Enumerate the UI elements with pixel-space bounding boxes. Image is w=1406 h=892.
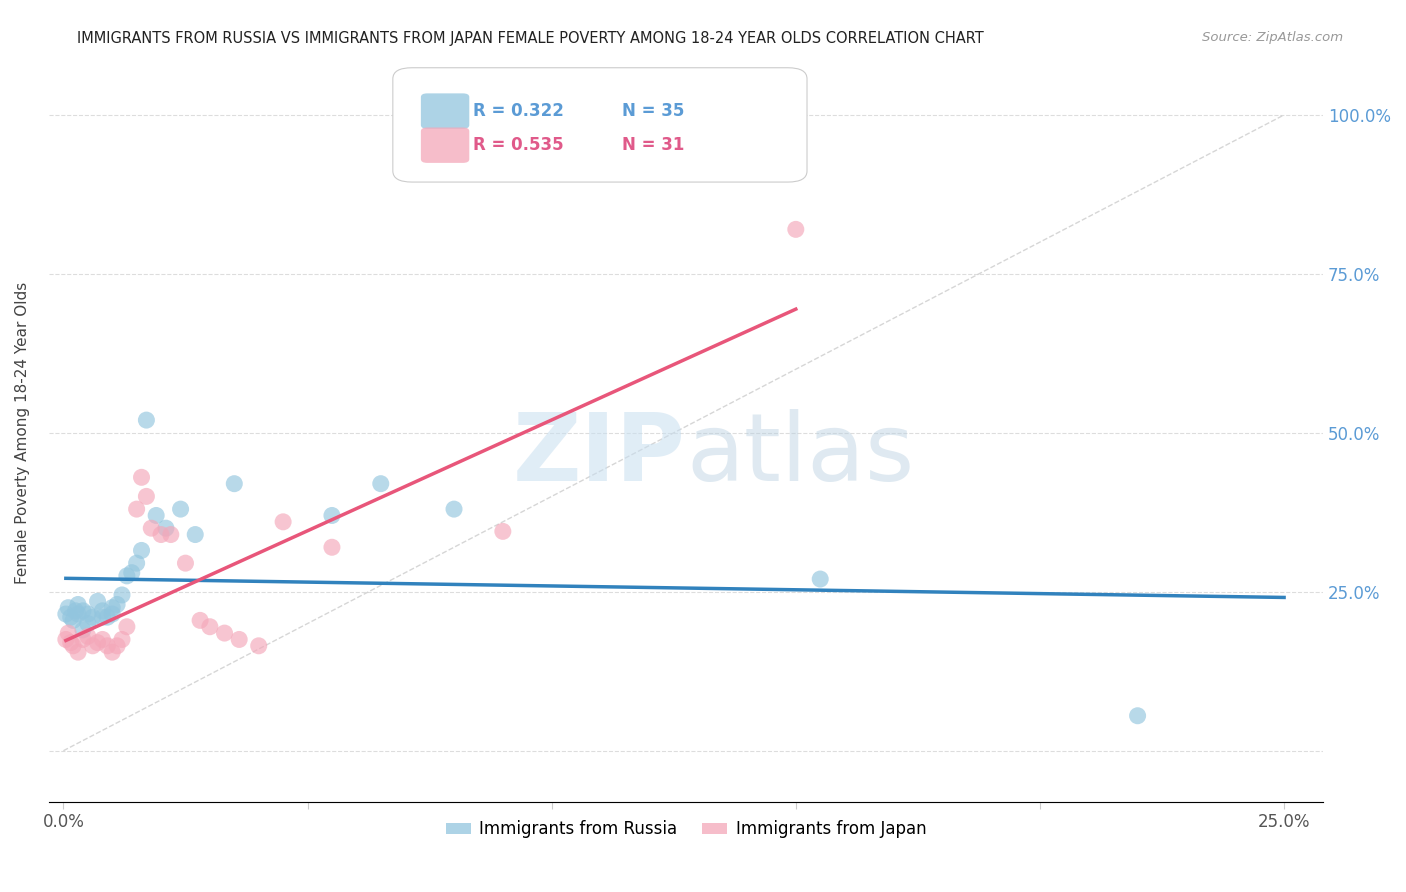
Immigrants from Japan xyxy=(96,639,118,653)
Immigrants from Russia xyxy=(121,566,143,580)
Immigrants from Russia xyxy=(96,610,118,624)
Immigrants from Japan xyxy=(188,613,211,627)
FancyBboxPatch shape xyxy=(420,94,470,128)
Immigrants from Japan xyxy=(55,632,77,647)
Legend: Immigrants from Russia, Immigrants from Japan: Immigrants from Russia, Immigrants from … xyxy=(439,814,932,845)
Immigrants from Japan xyxy=(214,626,236,640)
Immigrants from Russia xyxy=(115,569,138,583)
Immigrants from Russia xyxy=(101,600,124,615)
Immigrants from Japan xyxy=(135,489,157,503)
Immigrants from Japan xyxy=(86,635,108,649)
FancyBboxPatch shape xyxy=(420,128,470,163)
Immigrants from Japan xyxy=(115,620,138,634)
Immigrants from Russia xyxy=(82,610,104,624)
Immigrants from Russia xyxy=(155,521,177,535)
Immigrants from Russia xyxy=(55,607,77,621)
Immigrants from Russia xyxy=(62,613,84,627)
Immigrants from Japan xyxy=(321,541,343,555)
Immigrants from Russia xyxy=(125,556,148,570)
Immigrants from Russia xyxy=(184,527,207,541)
Immigrants from Japan xyxy=(271,515,294,529)
Immigrants from Japan xyxy=(101,645,124,659)
Text: R = 0.535: R = 0.535 xyxy=(474,136,581,154)
Text: IMMIGRANTS FROM RUSSIA VS IMMIGRANTS FROM JAPAN FEMALE POVERTY AMONG 18-24 YEAR : IMMIGRANTS FROM RUSSIA VS IMMIGRANTS FRO… xyxy=(77,31,984,46)
Immigrants from Russia xyxy=(101,607,124,621)
Immigrants from Russia xyxy=(443,502,465,516)
Text: R = 0.322: R = 0.322 xyxy=(474,102,581,120)
Immigrants from Japan xyxy=(159,527,181,541)
Immigrants from Japan xyxy=(105,639,128,653)
Immigrants from Japan xyxy=(59,635,82,649)
Immigrants from Japan xyxy=(67,645,90,659)
Immigrants from Japan xyxy=(72,632,94,647)
Immigrants from Japan xyxy=(492,524,515,539)
Immigrants from Japan xyxy=(76,629,98,643)
Immigrants from Russia xyxy=(1126,708,1149,723)
Immigrants from Russia xyxy=(135,413,157,427)
Immigrants from Japan xyxy=(91,632,114,647)
Immigrants from Japan xyxy=(131,470,153,484)
Immigrants from Russia xyxy=(91,610,114,624)
Immigrants from Russia xyxy=(76,616,98,631)
Immigrants from Russia xyxy=(67,607,90,621)
Immigrants from Russia xyxy=(111,588,134,602)
Text: N = 31: N = 31 xyxy=(623,136,685,154)
Immigrants from Japan xyxy=(150,527,173,541)
Immigrants from Japan xyxy=(174,556,197,570)
Text: atlas: atlas xyxy=(686,409,914,501)
Immigrants from Russia xyxy=(91,604,114,618)
FancyBboxPatch shape xyxy=(392,68,807,182)
Immigrants from Russia xyxy=(808,572,831,586)
Immigrants from Russia xyxy=(169,502,191,516)
Immigrants from Russia xyxy=(58,600,80,615)
Immigrants from Russia xyxy=(145,508,167,523)
Immigrants from Japan xyxy=(141,521,163,535)
Text: Source: ZipAtlas.com: Source: ZipAtlas.com xyxy=(1202,31,1343,45)
Immigrants from Russia xyxy=(67,598,90,612)
Immigrants from Japan xyxy=(228,632,250,647)
Immigrants from Russia xyxy=(321,508,343,523)
Y-axis label: Female Poverty Among 18-24 Year Olds: Female Poverty Among 18-24 Year Olds xyxy=(15,282,30,584)
Immigrants from Russia xyxy=(224,476,246,491)
Immigrants from Japan xyxy=(111,632,134,647)
Immigrants from Russia xyxy=(72,623,94,637)
Immigrants from Japan xyxy=(58,626,80,640)
Immigrants from Russia xyxy=(370,476,392,491)
Immigrants from Russia xyxy=(76,607,98,621)
Immigrants from Japan xyxy=(785,222,807,236)
Immigrants from Russia xyxy=(72,604,94,618)
Immigrants from Russia xyxy=(131,543,153,558)
Text: ZIP: ZIP xyxy=(513,409,686,501)
Immigrants from Japan xyxy=(198,620,221,634)
Immigrants from Japan xyxy=(62,639,84,653)
Text: N = 35: N = 35 xyxy=(623,102,685,120)
Immigrants from Japan xyxy=(247,639,270,653)
Immigrants from Russia xyxy=(105,598,128,612)
Immigrants from Russia xyxy=(59,610,82,624)
Immigrants from Japan xyxy=(125,502,148,516)
Immigrants from Japan xyxy=(82,639,104,653)
Immigrants from Russia xyxy=(86,594,108,608)
Immigrants from Russia xyxy=(65,604,87,618)
